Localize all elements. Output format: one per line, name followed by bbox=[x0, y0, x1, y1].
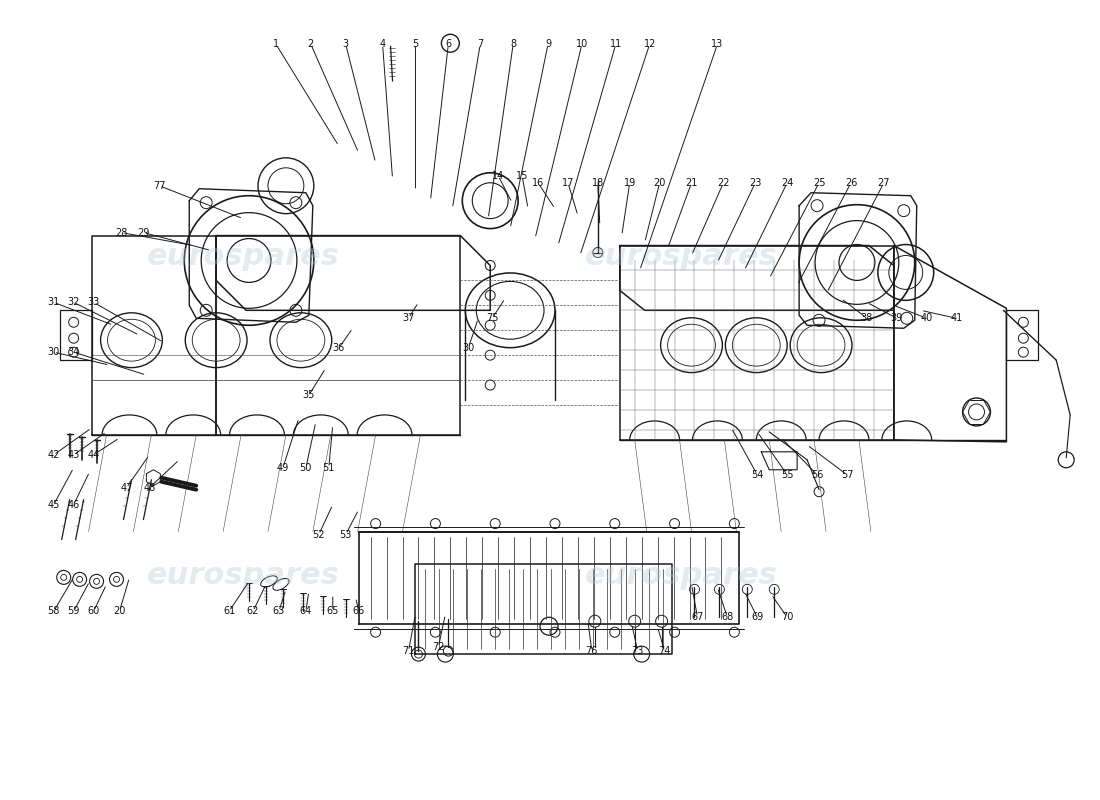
Text: 13: 13 bbox=[712, 39, 724, 50]
Text: 55: 55 bbox=[781, 470, 793, 480]
Text: 27: 27 bbox=[878, 178, 890, 188]
Text: 33: 33 bbox=[88, 298, 100, 307]
Text: 42: 42 bbox=[47, 450, 59, 460]
Text: 29: 29 bbox=[138, 227, 150, 238]
Text: 70: 70 bbox=[781, 612, 793, 622]
Text: 34: 34 bbox=[67, 347, 80, 357]
Text: 25: 25 bbox=[813, 178, 825, 188]
Text: 62: 62 bbox=[246, 606, 260, 616]
Text: 67: 67 bbox=[691, 612, 704, 622]
Text: 32: 32 bbox=[67, 298, 80, 307]
Text: 22: 22 bbox=[717, 178, 729, 188]
Text: 64: 64 bbox=[299, 606, 312, 616]
Text: 59: 59 bbox=[67, 606, 80, 616]
Text: 69: 69 bbox=[751, 612, 763, 622]
Text: 63: 63 bbox=[273, 606, 285, 616]
Text: 60: 60 bbox=[88, 606, 100, 616]
Text: 17: 17 bbox=[562, 178, 574, 188]
Text: 48: 48 bbox=[143, 482, 155, 493]
Text: 23: 23 bbox=[749, 178, 761, 188]
Text: 21: 21 bbox=[685, 178, 697, 188]
Text: 9: 9 bbox=[544, 39, 551, 50]
Text: 53: 53 bbox=[340, 530, 352, 539]
Text: 49: 49 bbox=[277, 462, 289, 473]
Text: 2: 2 bbox=[308, 39, 314, 50]
Text: 36: 36 bbox=[332, 343, 345, 353]
Text: 12: 12 bbox=[644, 39, 656, 50]
Text: 18: 18 bbox=[592, 178, 604, 188]
Text: 10: 10 bbox=[575, 39, 589, 50]
Text: 20: 20 bbox=[653, 178, 666, 188]
Text: 11: 11 bbox=[609, 39, 622, 50]
Text: 35: 35 bbox=[302, 390, 315, 400]
Text: 6: 6 bbox=[446, 39, 451, 50]
Text: 47: 47 bbox=[120, 482, 133, 493]
Text: eurospares: eurospares bbox=[585, 561, 778, 590]
Text: 8: 8 bbox=[510, 39, 516, 50]
Text: 30: 30 bbox=[47, 347, 59, 357]
Text: 41: 41 bbox=[950, 314, 962, 323]
Text: 1: 1 bbox=[273, 39, 279, 50]
Text: 68: 68 bbox=[722, 612, 734, 622]
Circle shape bbox=[1058, 452, 1075, 468]
Text: 38: 38 bbox=[861, 314, 873, 323]
Text: 46: 46 bbox=[67, 500, 80, 510]
Text: 56: 56 bbox=[811, 470, 823, 480]
Text: 3: 3 bbox=[342, 39, 349, 50]
Text: 40: 40 bbox=[921, 314, 933, 323]
Text: 72: 72 bbox=[432, 642, 444, 652]
Text: 24: 24 bbox=[781, 178, 793, 188]
Text: eurospares: eurospares bbox=[146, 561, 340, 590]
Text: 71: 71 bbox=[403, 646, 415, 656]
Text: 5: 5 bbox=[412, 39, 419, 50]
Text: 65: 65 bbox=[327, 606, 339, 616]
Text: 4: 4 bbox=[379, 39, 386, 50]
Text: 30: 30 bbox=[462, 343, 474, 353]
Text: 19: 19 bbox=[624, 178, 636, 188]
Text: 61: 61 bbox=[223, 606, 235, 616]
Text: 76: 76 bbox=[585, 646, 598, 656]
Text: 51: 51 bbox=[322, 462, 335, 473]
Text: 66: 66 bbox=[352, 606, 365, 616]
Text: 50: 50 bbox=[299, 462, 312, 473]
Text: 75: 75 bbox=[486, 314, 498, 323]
Text: 44: 44 bbox=[88, 450, 100, 460]
Text: 15: 15 bbox=[516, 170, 528, 181]
Text: eurospares: eurospares bbox=[146, 242, 340, 271]
Text: 73: 73 bbox=[631, 646, 644, 656]
Text: 28: 28 bbox=[116, 227, 128, 238]
Text: 7: 7 bbox=[477, 39, 483, 50]
Text: 45: 45 bbox=[47, 500, 59, 510]
Text: 26: 26 bbox=[845, 178, 857, 188]
Text: 20: 20 bbox=[113, 606, 125, 616]
Text: 77: 77 bbox=[153, 181, 166, 190]
Text: 52: 52 bbox=[312, 530, 326, 539]
Text: 14: 14 bbox=[492, 170, 504, 181]
Text: 39: 39 bbox=[891, 314, 903, 323]
Text: 31: 31 bbox=[47, 298, 59, 307]
Text: 37: 37 bbox=[403, 314, 415, 323]
Text: 43: 43 bbox=[67, 450, 80, 460]
Text: 57: 57 bbox=[840, 470, 854, 480]
Text: eurospares: eurospares bbox=[585, 242, 778, 271]
Text: 54: 54 bbox=[751, 470, 763, 480]
Text: 74: 74 bbox=[659, 646, 671, 656]
Text: 16: 16 bbox=[532, 178, 544, 188]
Text: 58: 58 bbox=[47, 606, 59, 616]
